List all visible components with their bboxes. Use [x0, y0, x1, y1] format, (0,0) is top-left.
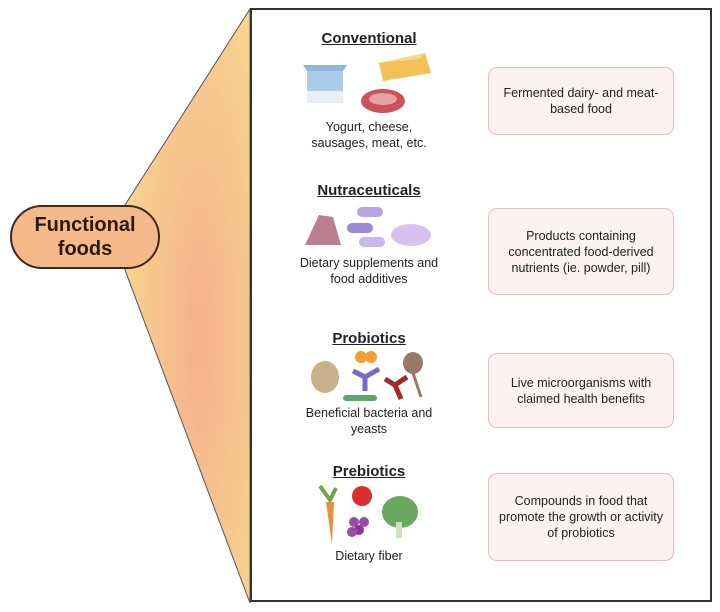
category-examples: Yogurt, cheese, sausages, meat, etc.	[311, 120, 427, 150]
description-text: Live microorganisms with claimed health …	[510, 375, 652, 406]
category-title: Nutraceuticals	[317, 182, 421, 199]
vegetables-fruit-icon	[318, 484, 418, 544]
category-title: Probiotics	[332, 330, 406, 347]
category-title: Conventional	[321, 30, 417, 47]
description-text: Fermented dairy- and meat-based food	[503, 86, 659, 116]
category-title: Prebiotics	[332, 463, 406, 480]
yogurt-cheese-meat-icon	[303, 53, 431, 113]
microorganisms-icon	[311, 351, 423, 401]
description-box-conventional: Fermented dairy- and meat-based food	[488, 67, 674, 135]
category-probiotics: Probiotics Beneficial bacteria and yeast…	[279, 330, 459, 437]
description-text: Compounds in food that promote the growt…	[499, 494, 663, 540]
category-examples: Dietary supplements and food additives	[299, 256, 439, 286]
category-nutraceuticals: Nutraceuticals Dietary supplements and f…	[279, 182, 459, 287]
functional-foods-label: Functional foods	[10, 205, 160, 269]
category-conventional: Conventional Yogurt, cheese, sausages, m…	[279, 30, 459, 151]
category-examples: Dietary fiber	[335, 549, 403, 563]
category-prebiotics: Prebiotics Dietary fiber	[279, 463, 459, 564]
description-box-prebiotics: Compounds in food that promote the growt…	[488, 473, 674, 561]
description-text: Products containing concentrated food-de…	[508, 228, 654, 275]
powder-pills-icon	[305, 207, 431, 247]
category-examples: Beneficial bacteria and yeasts	[305, 406, 433, 436]
description-box-nutraceuticals: Products containing concentrated food-de…	[488, 208, 674, 295]
description-box-probiotics: Live microorganisms with claimed health …	[488, 353, 674, 428]
main-label-text: Functional foods	[34, 214, 136, 260]
